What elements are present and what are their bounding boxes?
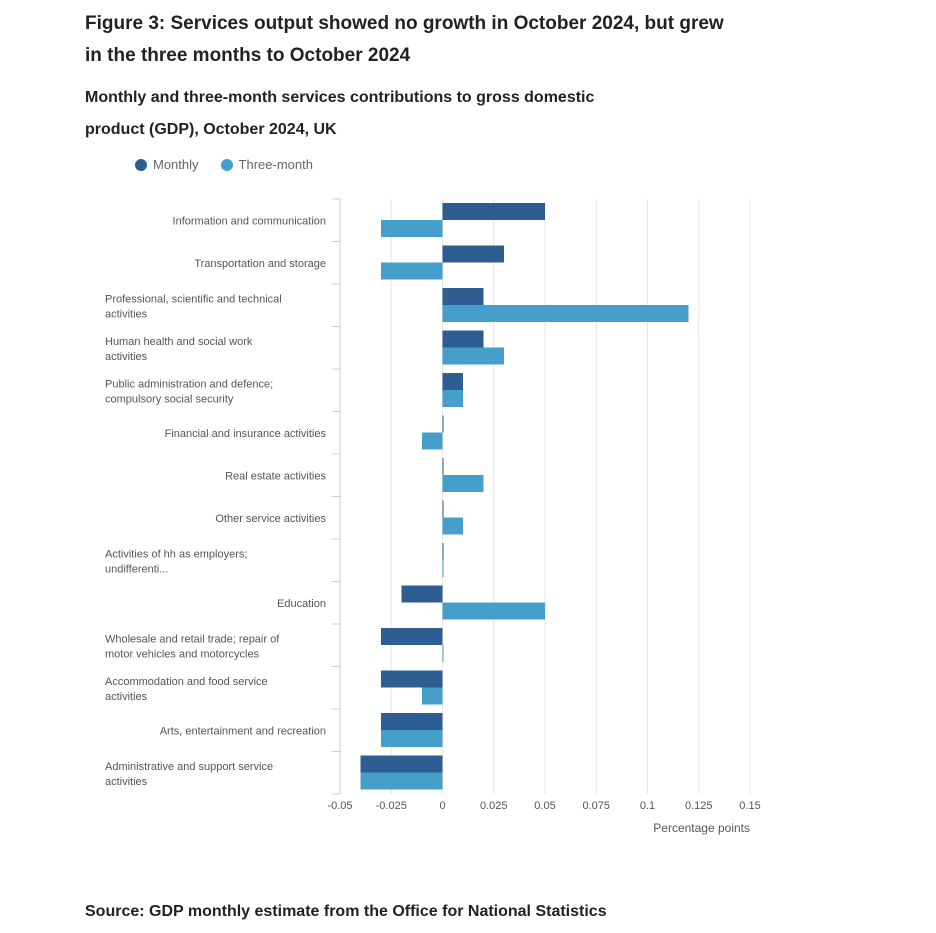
bar-three-month (381, 730, 443, 747)
bar-three-month (360, 772, 443, 790)
category-label: Professional, scientific and technical (105, 293, 282, 305)
bar-three-month (442, 645, 444, 662)
category-label: Real estate activities (225, 470, 326, 482)
bar-monthly (381, 713, 443, 730)
category-label: Other service activities (215, 513, 326, 525)
bar-three-month (381, 262, 443, 280)
x-axis-title: Percentage points (653, 821, 750, 835)
bar-monthly (442, 458, 444, 475)
x-tick-label: -0.025 (376, 800, 407, 812)
chart-legend: Monthly Three-month (135, 157, 335, 172)
bar-three-month (442, 517, 463, 535)
category-label: Public administration and defence; (105, 378, 273, 390)
bar-three-month (442, 602, 545, 620)
bar-three-month (442, 390, 463, 407)
bar-monthly (442, 543, 444, 560)
category-label: Human health and social work (105, 336, 253, 348)
bar-monthly (360, 755, 443, 773)
x-tick-label: -0.05 (327, 800, 352, 812)
bar-monthly (401, 585, 443, 603)
category-label: motor vehicles and motorcycles (105, 648, 260, 660)
legend-swatch-monthly (135, 158, 147, 171)
category-label: Arts, entertainment and recreation (160, 725, 326, 737)
category-label: Wholesale and retail trade; repair of (105, 633, 280, 645)
x-tick-label: 0.025 (480, 800, 508, 812)
legend-item-monthly[interactable]: Monthly (135, 157, 199, 172)
x-tick-label: 0.05 (534, 800, 555, 812)
category-label: Activities of hh as employers; (105, 548, 247, 560)
category-label: Transportation and storage (194, 258, 326, 270)
category-label: Financial and insurance activities (165, 428, 327, 440)
legend-swatch-three-month (220, 158, 233, 171)
category-label: activities (105, 776, 148, 788)
bar-monthly (442, 203, 545, 220)
source-note: Source: GDP monthly estimate from the Of… (85, 903, 607, 920)
chart-subtitle: Monthly and three-month services contrib… (85, 89, 595, 138)
bar-monthly (442, 415, 444, 433)
x-tick-label: 0.125 (685, 800, 713, 812)
bar-three-month (442, 560, 444, 577)
legend-label-three-month: Three-month (238, 157, 313, 172)
bar-monthly (442, 330, 484, 348)
bar-three-month (422, 687, 443, 705)
category-label: activities (105, 691, 148, 703)
bar-chart: -0.05 -0.025 0 0.025 0.05 0.075 0.1 0.125 0.15 Pe… (105, 198, 761, 835)
category-label: Education (277, 598, 326, 610)
x-tick-label: 0 (439, 800, 445, 812)
bar-monthly (442, 288, 484, 305)
category-label: Administrative and support service (105, 761, 273, 773)
bar-monthly (442, 245, 504, 263)
x-tick-label: 0.075 (582, 800, 610, 812)
legend-item-three-month[interactable]: Three-month (220, 157, 313, 172)
x-tick-label: 0.15 (739, 800, 760, 812)
bar-three-month (381, 220, 443, 237)
category-label: activities (105, 308, 148, 320)
category-label: undifferenti... (105, 563, 168, 575)
bar-monthly (381, 670, 443, 688)
chart-title: Figure 3: Services output showed no grow… (85, 13, 724, 66)
bar-monthly (381, 628, 443, 645)
bar-three-month (442, 475, 484, 492)
bar-three-month (422, 432, 443, 450)
category-label: activities (105, 351, 148, 363)
bar-three-month (442, 347, 504, 365)
category-label: Information and communication (173, 215, 326, 227)
category-label: Accommodation and food service (105, 676, 268, 688)
bar-monthly (442, 500, 444, 518)
bar-monthly (442, 373, 463, 390)
category-label: compulsory social security (105, 393, 234, 405)
legend-label-monthly: Monthly (153, 157, 199, 172)
x-tick-label: 0.1 (640, 800, 655, 812)
bar-three-month (442, 305, 689, 322)
